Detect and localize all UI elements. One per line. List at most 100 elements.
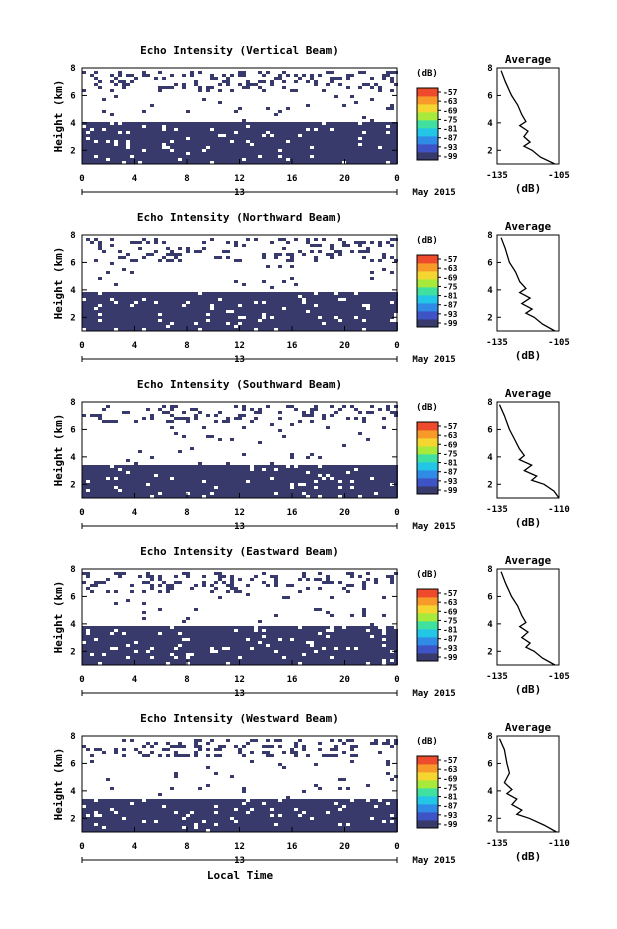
echo-cell bbox=[306, 492, 310, 495]
echo-cell bbox=[190, 659, 194, 662]
echo-cell bbox=[110, 304, 114, 307]
echo-cell bbox=[114, 829, 118, 832]
echo-cell bbox=[238, 149, 242, 152]
echo-cell bbox=[182, 799, 186, 802]
echo-cell bbox=[290, 468, 294, 471]
echo-cell bbox=[278, 301, 282, 304]
echo-cell bbox=[274, 662, 278, 665]
echo-cell bbox=[134, 495, 138, 498]
echo-cell bbox=[154, 143, 158, 146]
echo-cell bbox=[178, 292, 182, 295]
echo-cell bbox=[166, 155, 170, 158]
echo-cell bbox=[182, 86, 186, 89]
echo-cell bbox=[362, 659, 366, 662]
echo-cell bbox=[186, 572, 190, 575]
echo-cell bbox=[354, 659, 358, 662]
echo-cell bbox=[326, 578, 330, 581]
echo-cell bbox=[206, 414, 210, 417]
echo-cell bbox=[330, 468, 334, 471]
echo-cell bbox=[314, 146, 318, 149]
echo-cell bbox=[102, 808, 106, 811]
echo-cell bbox=[130, 659, 134, 662]
echo-cell bbox=[218, 128, 222, 131]
echo-cell bbox=[254, 647, 258, 650]
echo-cell bbox=[186, 754, 190, 757]
echo-cell bbox=[82, 325, 86, 328]
echo-cell bbox=[258, 328, 262, 331]
echo-cell bbox=[114, 128, 118, 131]
echo-cell bbox=[358, 659, 362, 662]
echo-cell bbox=[122, 158, 126, 161]
echo-cell bbox=[210, 298, 214, 301]
echo-cell bbox=[218, 161, 222, 164]
echo-cell bbox=[226, 256, 230, 259]
echo-cell bbox=[174, 149, 178, 152]
echo-cell bbox=[394, 295, 398, 298]
echo-cell bbox=[290, 259, 294, 262]
echo-cell bbox=[314, 495, 318, 498]
echo-cell bbox=[186, 471, 190, 474]
echo-cell bbox=[202, 125, 206, 128]
echo-cell bbox=[346, 158, 350, 161]
echo-cell bbox=[286, 161, 290, 164]
echo-cell bbox=[234, 149, 238, 152]
echo-cell bbox=[366, 492, 370, 495]
echo-cell bbox=[106, 137, 110, 140]
echo-cell bbox=[378, 310, 382, 313]
echo-cell bbox=[338, 161, 342, 164]
echo-cell bbox=[86, 313, 90, 316]
echo-cell bbox=[278, 465, 282, 468]
echo-cell bbox=[114, 292, 118, 295]
echo-cell bbox=[118, 629, 122, 632]
echo-cell bbox=[218, 122, 222, 125]
echo-cell bbox=[174, 310, 178, 313]
echo-cell bbox=[314, 155, 318, 158]
echo-cell bbox=[318, 486, 322, 489]
echo-cell bbox=[318, 137, 322, 140]
echo-cell bbox=[146, 137, 150, 140]
echo-cell bbox=[390, 155, 394, 158]
echo-cell bbox=[122, 298, 126, 301]
echo-cell bbox=[150, 137, 154, 140]
echo-cell bbox=[310, 650, 314, 653]
echo-cell bbox=[302, 656, 306, 659]
echo-cell bbox=[234, 468, 238, 471]
echo-cell bbox=[198, 140, 202, 143]
echo-cell bbox=[230, 143, 234, 146]
echo-cell bbox=[314, 158, 318, 161]
echo-cell bbox=[282, 128, 286, 131]
profile-line bbox=[498, 404, 560, 499]
echo-cell bbox=[174, 325, 178, 328]
echo-cell bbox=[306, 134, 310, 137]
echo-cell bbox=[258, 131, 262, 134]
echo-cell bbox=[346, 298, 350, 301]
echo-cell bbox=[162, 632, 166, 635]
echo-cell bbox=[282, 596, 286, 599]
echo-cell bbox=[302, 134, 306, 137]
echo-cell bbox=[250, 307, 254, 310]
echo-cell bbox=[182, 647, 186, 650]
echo-cell bbox=[202, 465, 206, 468]
echo-cell bbox=[350, 477, 354, 480]
echo-cell bbox=[334, 131, 338, 134]
echo-cell bbox=[266, 322, 270, 325]
echo-cell bbox=[174, 775, 178, 778]
echo-cell bbox=[182, 316, 186, 319]
echo-cell bbox=[130, 149, 134, 152]
echo-cell bbox=[278, 152, 282, 155]
echo-cell bbox=[250, 295, 254, 298]
echo-cell bbox=[106, 778, 110, 781]
echo-cell bbox=[174, 650, 178, 653]
x-tick-label: 0 bbox=[394, 675, 399, 685]
echo-cell bbox=[114, 304, 118, 307]
echo-cell bbox=[390, 152, 394, 155]
echo-cell bbox=[174, 140, 178, 143]
echo-cell bbox=[182, 313, 186, 316]
echo-cell bbox=[258, 71, 262, 74]
echo-cell bbox=[314, 83, 318, 86]
echo-cell bbox=[94, 71, 98, 74]
echo-cell bbox=[338, 125, 342, 128]
echo-cell bbox=[242, 155, 246, 158]
echo-cell bbox=[174, 465, 178, 468]
echo-cell bbox=[134, 295, 138, 298]
